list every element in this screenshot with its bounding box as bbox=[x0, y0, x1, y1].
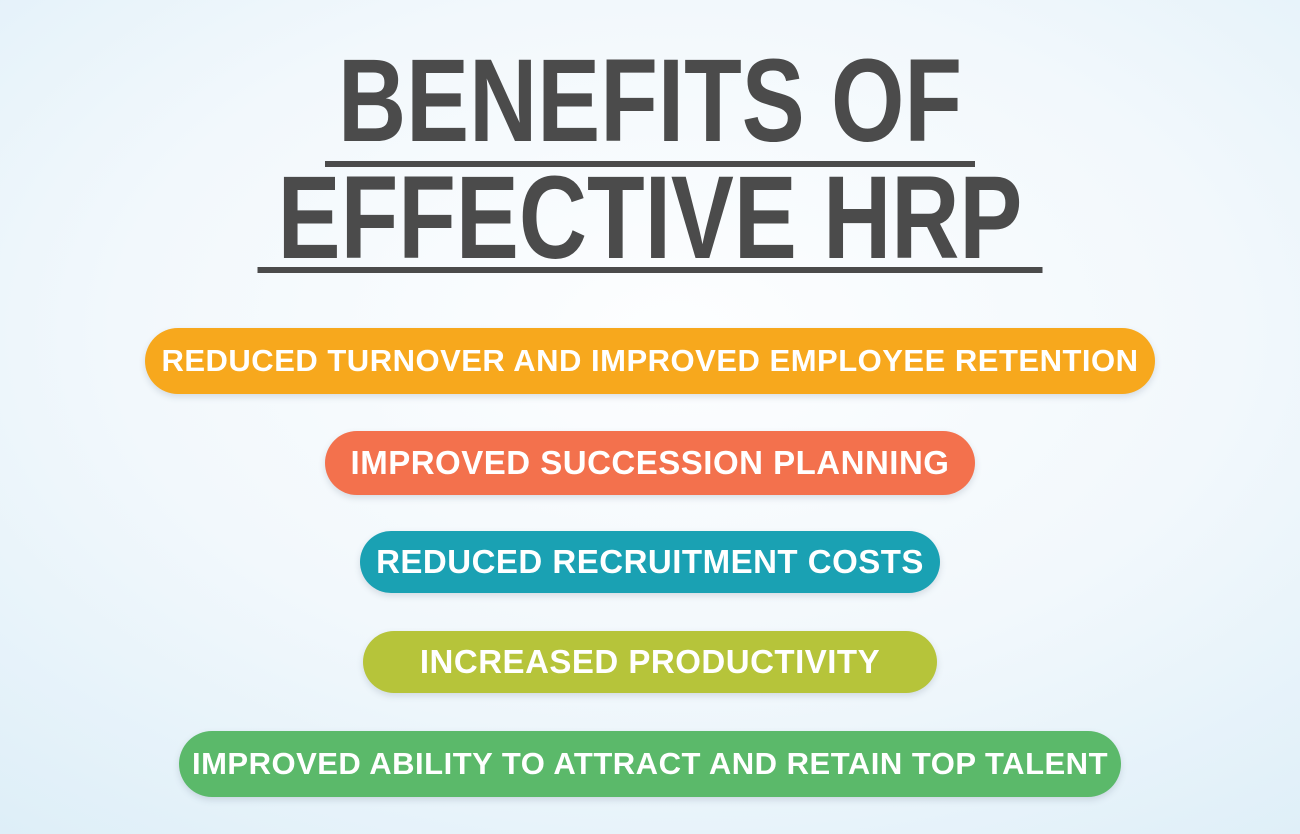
benefit-pill-top-talent: IMPROVED ABILITY TO ATTRACT AND RETAIN T… bbox=[179, 731, 1121, 797]
title-underline-1 bbox=[325, 161, 975, 167]
title-underline-2 bbox=[257, 267, 1043, 273]
benefit-pill-recruitment-costs: REDUCED RECRUITMENT COSTS bbox=[360, 531, 940, 593]
benefit-pill-retention: REDUCED TURNOVER AND IMPROVED EMPLOYEE R… bbox=[145, 328, 1155, 394]
page-title-line-2: EFFECTIVE HRP bbox=[277, 152, 1023, 284]
benefit-pill-productivity: INCREASED PRODUCTIVITY bbox=[363, 631, 937, 693]
benefit-pill-succession-planning: IMPROVED SUCCESSION PLANNING bbox=[325, 431, 975, 495]
page-title-line-1: BENEFITS OF bbox=[337, 35, 963, 167]
